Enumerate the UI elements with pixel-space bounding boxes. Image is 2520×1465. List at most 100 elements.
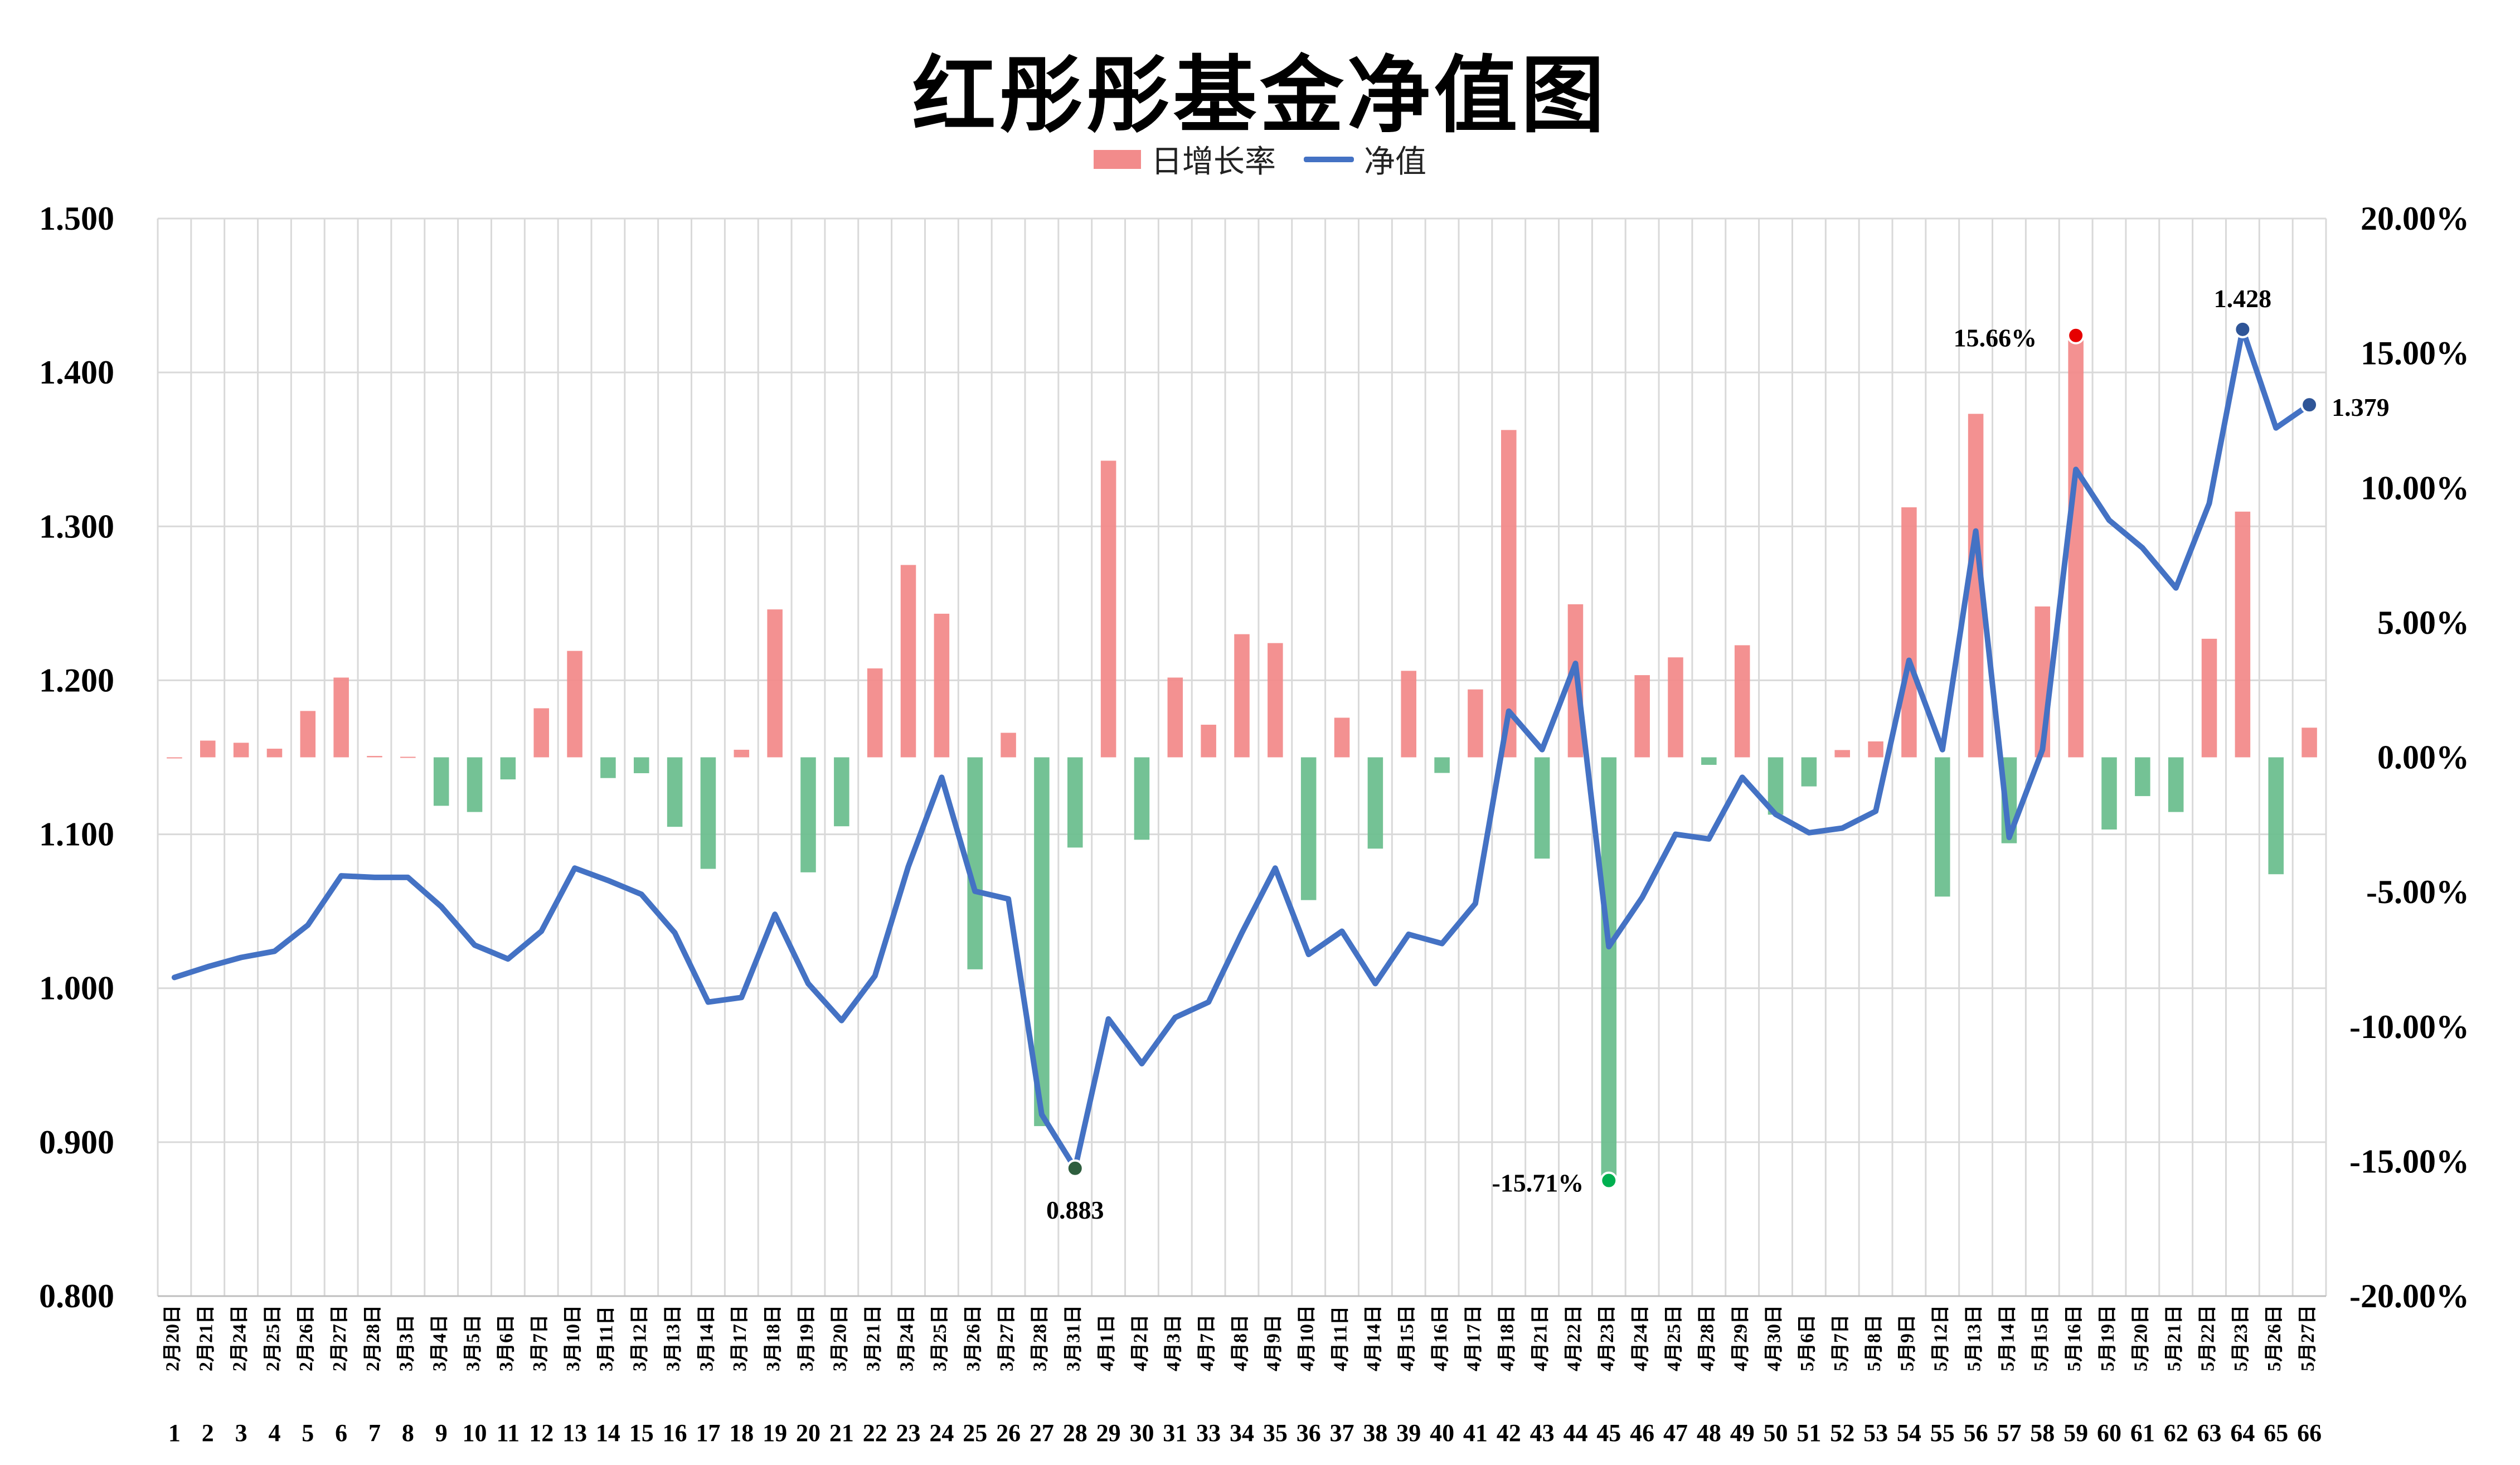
growth-bar (1167, 677, 1183, 758)
x-axis-index-label: 1 (168, 1419, 181, 1447)
x-axis-date-label: 5月16日 (2064, 1305, 2085, 1371)
x-axis-index-label: 52 (1830, 1419, 1854, 1447)
x-axis-date-label: 4月1日 (1096, 1314, 1117, 1371)
growth-bar (2068, 335, 2084, 758)
growth-bar (333, 677, 349, 758)
growth-bar (1801, 757, 1817, 787)
x-axis-date-label: 5月27日 (2298, 1305, 2318, 1371)
x-axis-index-label: 23 (896, 1419, 921, 1447)
x-axis-date-label: 4月22日 (1564, 1305, 1584, 1371)
growth-bar (200, 740, 216, 758)
growth-bar (2168, 757, 2184, 812)
growth-bar (634, 757, 649, 774)
growth-bar (1234, 634, 1250, 758)
annotation-marker (1600, 1171, 1618, 1190)
x-axis-index-label: 42 (1497, 1419, 1521, 1447)
growth-bar (1268, 643, 1283, 758)
x-axis-index-label: 12 (529, 1419, 553, 1447)
x-axis-index-label: 5 (302, 1419, 314, 1447)
x-axis-date-label: 3月17日 (730, 1305, 750, 1371)
x-axis-date-label: 5月23日 (2231, 1305, 2251, 1371)
left-axis-tick: 1.400 (39, 354, 114, 391)
x-axis-date-label: 3月10日 (563, 1305, 584, 1371)
growth-bar (1501, 430, 1517, 758)
x-axis-index-label: 24 (929, 1419, 954, 1447)
growth-bar (2268, 757, 2284, 875)
x-axis-date-label: 4月24日 (1630, 1305, 1651, 1371)
annotation-label: 15.66% (1954, 324, 2037, 352)
left-axis-tick: 1.500 (39, 200, 114, 237)
x-axis-index-label: 45 (1596, 1419, 1621, 1447)
x-axis-index-label: 3 (235, 1419, 247, 1447)
x-axis-date-label: 5月14日 (1997, 1305, 2018, 1371)
growth-bar (1935, 757, 1950, 897)
left-axis-tick: 1.300 (39, 508, 114, 545)
x-axis-date-label: 3月12日 (630, 1305, 650, 1371)
growth-bar (1201, 725, 1216, 758)
annotation-marker (1066, 1159, 1084, 1177)
x-axis-index-label: 61 (2130, 1419, 2155, 1447)
right-axis-tick: 10.00% (2361, 469, 2469, 506)
x-axis-index-label: 60 (2097, 1419, 2121, 1447)
x-axis-date-label: 5月26日 (2264, 1305, 2285, 1371)
left-axis-tick: 0.900 (39, 1124, 114, 1161)
x-axis-index-label: 26 (996, 1419, 1021, 1447)
x-axis-date-label: 2月24日 (229, 1305, 250, 1371)
growth-bar (767, 609, 783, 758)
x-axis-index-label: 50 (1764, 1419, 1788, 1447)
x-axis-index-label: 35 (1263, 1419, 1288, 1447)
x-axis-index-label: 17 (696, 1419, 720, 1447)
x-axis-index-label: 7 (368, 1419, 381, 1447)
x-axis-index-label: 4 (268, 1419, 280, 1447)
x-axis-index-label: 13 (562, 1419, 587, 1447)
x-axis-date-label: 4月25日 (1664, 1305, 1684, 1371)
growth-bar (1734, 645, 1750, 758)
growth-bar (2235, 511, 2251, 758)
x-axis-date-label: 4月3日 (1163, 1314, 1184, 1371)
right-axis-tick: 5.00% (2377, 604, 2469, 641)
x-axis-date-label: 3月5日 (463, 1314, 483, 1371)
x-axis-date-label: 3月7日 (530, 1314, 550, 1371)
growth-bar (1367, 757, 1383, 849)
x-axis-date-label: 2月25日 (263, 1305, 283, 1371)
x-axis-index-label: 53 (1863, 1419, 1888, 1447)
x-axis-date-label: 3月20日 (830, 1305, 851, 1371)
x-axis-date-label: 3月19日 (797, 1305, 817, 1371)
x-axis-date-label: 4月7日 (1197, 1314, 1217, 1371)
growth-bar (800, 757, 816, 872)
x-axis-date-label: 3月27日 (997, 1305, 1017, 1371)
x-axis-date-label: 5月13日 (1964, 1305, 1984, 1371)
x-axis-index-label: 8 (402, 1419, 414, 1447)
x-axis-date-label: 5月21日 (2164, 1305, 2184, 1371)
x-axis-date-label: 3月24日 (896, 1305, 917, 1371)
legend-item-growth: 日增长率 (1094, 137, 1276, 182)
x-axis-index-label: 28 (1063, 1419, 1087, 1447)
growth-bar (1668, 657, 1683, 758)
nav-line (171, 326, 2313, 1171)
growth-bar (367, 756, 382, 758)
x-axis-date-label: 4月29日 (1730, 1305, 1751, 1371)
growth-bar (734, 749, 750, 758)
growth-bar (1067, 757, 1083, 848)
x-axis-index-label: 9 (435, 1419, 448, 1447)
left-axis-tick: 1.200 (39, 662, 114, 698)
x-axis-index-label: 58 (2030, 1419, 2055, 1447)
growth-bar (1334, 717, 1350, 758)
growth-bar (1100, 460, 1116, 758)
x-axis-date-label: 3月4日 (429, 1314, 450, 1371)
x-axis-index-label: 57 (1997, 1419, 2021, 1447)
x-axis-index-label: 43 (1530, 1419, 1555, 1447)
growth-bar (1434, 757, 1450, 773)
growth-bar (433, 757, 449, 806)
growth-bar (1534, 757, 1550, 859)
annotation-marker (2233, 320, 2252, 338)
growth-bar (467, 757, 483, 812)
x-axis-index-label: 63 (2197, 1419, 2222, 1447)
x-axis-date-label: 3月31日 (1064, 1305, 1084, 1371)
growth-bar (934, 613, 950, 758)
x-axis-index-label: 21 (829, 1419, 854, 1447)
x-axis-date-label: 3月28日 (1030, 1305, 1051, 1371)
left-axis-tick: 1.000 (39, 970, 114, 1007)
growth-bar (1001, 732, 1016, 758)
